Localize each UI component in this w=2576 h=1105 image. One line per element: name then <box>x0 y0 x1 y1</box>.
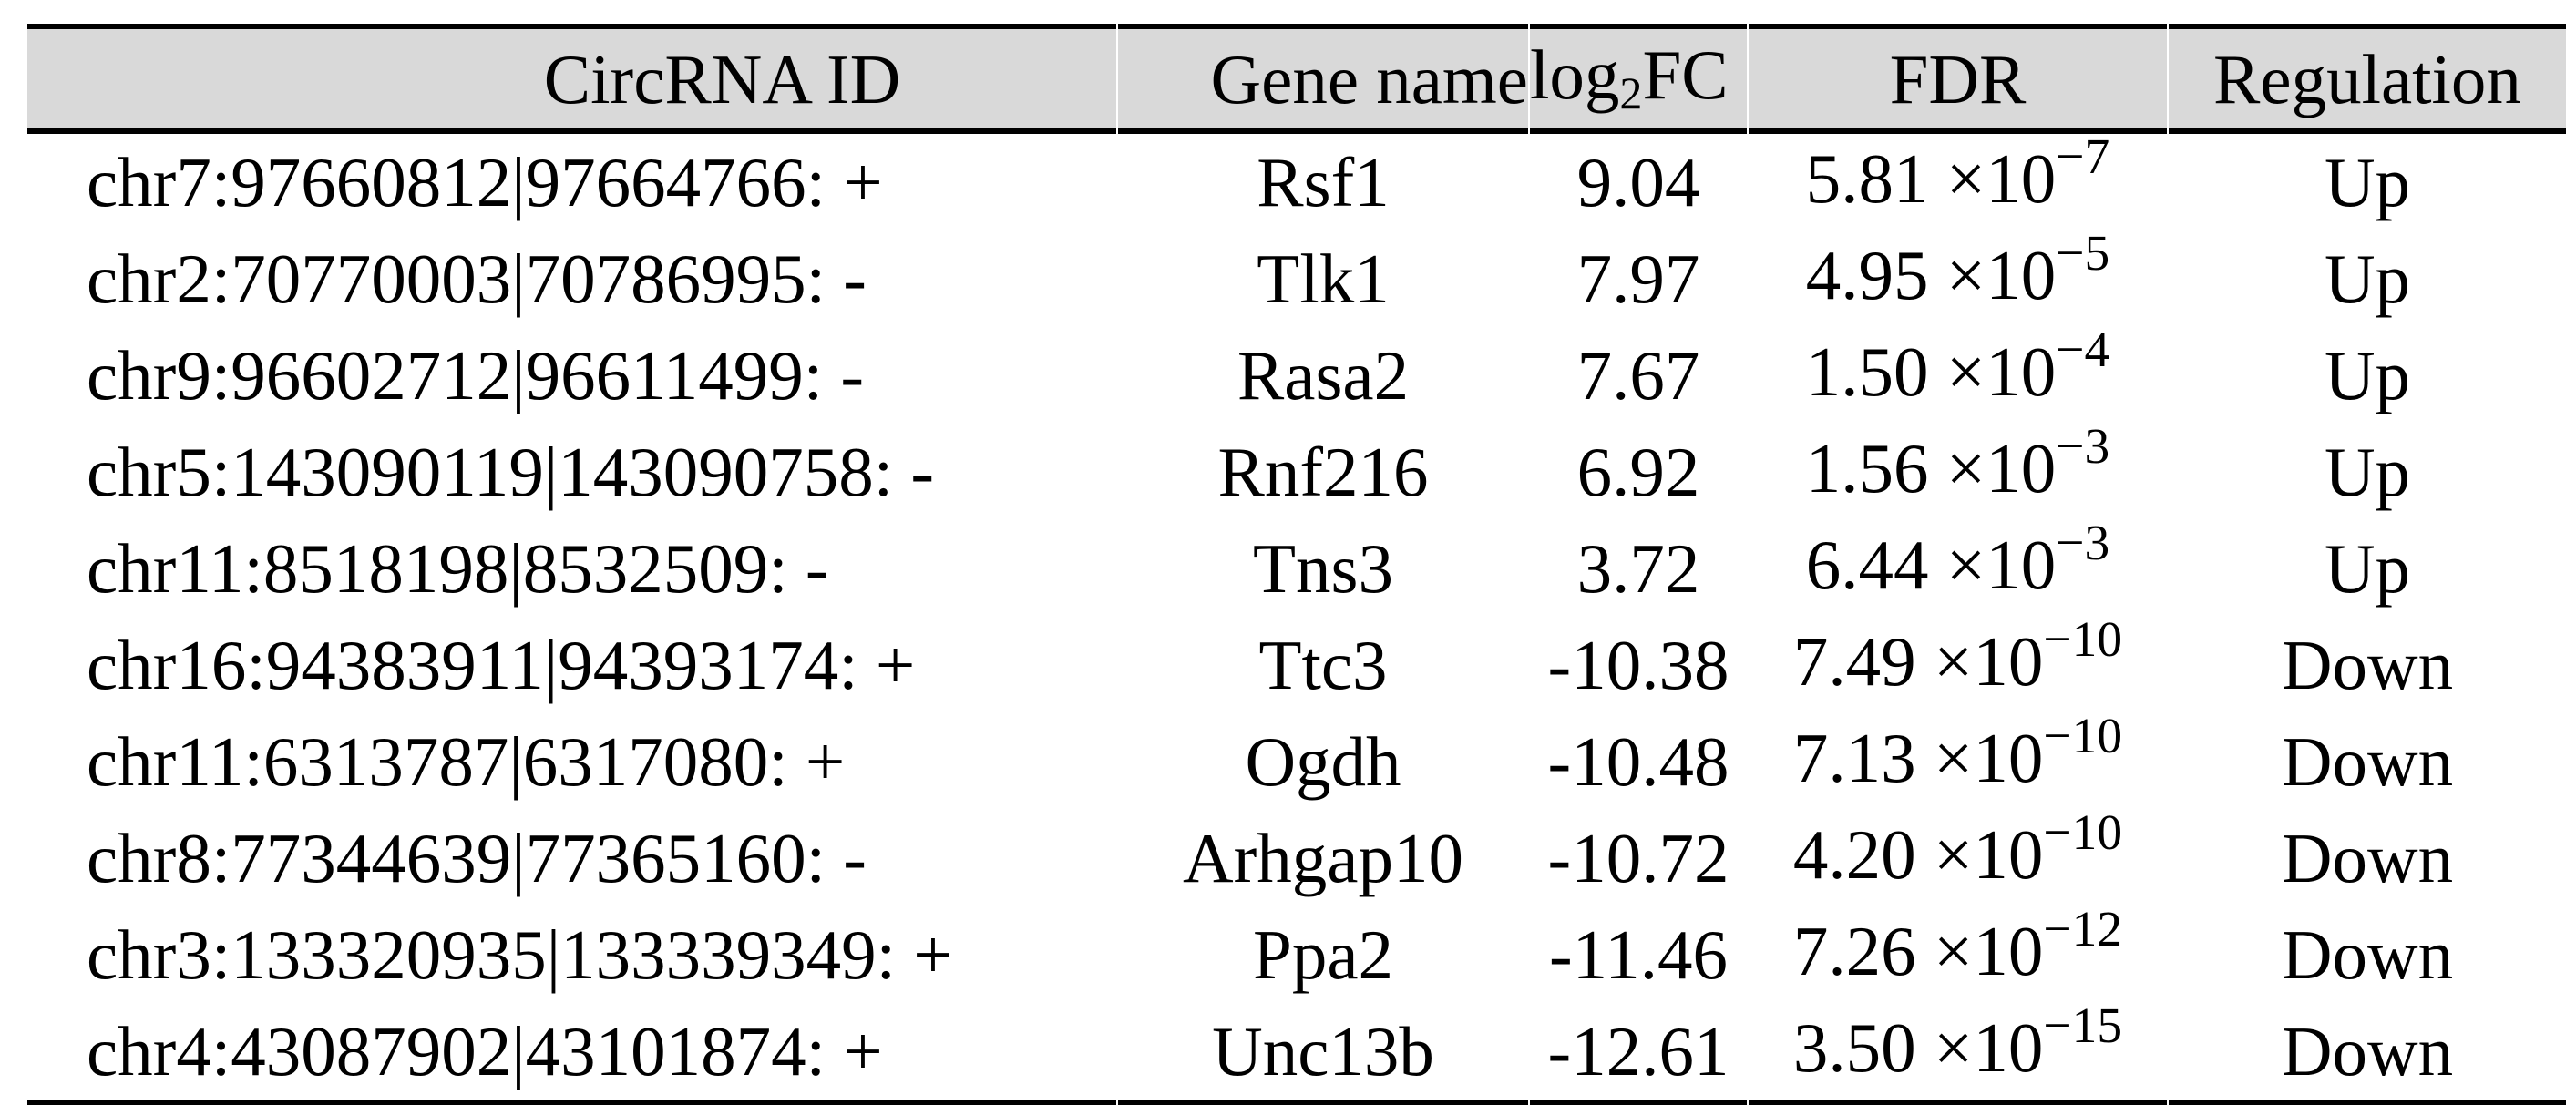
fdr-base: 1.56 ×10 <box>1805 429 2057 507</box>
log2fc-cell: 7.97 <box>1576 239 1700 318</box>
table-row: chr4:43087902|43101874: + Unc13b -12.61 … <box>27 998 2566 1105</box>
regulation-cell: Down <box>2281 915 2454 994</box>
fdr-base: 4.95 ×10 <box>1805 236 2057 314</box>
regulation-cell: Down <box>2169 1003 2566 1105</box>
log2fc-cell: -11.46 <box>1548 915 1729 994</box>
table-row: chr2:70770003|70786995: - Tlk1 7.97 4.95… <box>27 225 2566 327</box>
log2fc-cell: 3.72 <box>1576 528 1700 608</box>
table-row: chr11:8518198|8532509: - Tns3 3.72 6.44 … <box>27 515 2566 617</box>
log2fc-cell: 9.04 <box>1576 142 1700 221</box>
fdr-cell: 7.49 ×10−10 <box>1749 611 2167 713</box>
fdr-base: 7.49 ×10 <box>1792 622 2044 701</box>
circrna-id-cell: chr11:8518198|8532509: - <box>87 528 829 608</box>
gene-name-cell: Ttc3 <box>1258 625 1388 704</box>
fdr-base: 7.13 ×10 <box>1792 719 2044 797</box>
log2fc-cell: 7.67 <box>1576 335 1700 414</box>
col-header-circrna-id: CircRNA ID <box>27 24 1116 134</box>
col-header-fdr: FDR <box>1749 24 2167 134</box>
gene-name-cell: Tlk1 <box>1257 239 1390 318</box>
fdr-exponent: −10 <box>2043 610 2123 667</box>
table-row: chr5:143090119|143090758: - Rnf216 6.92 … <box>27 418 2566 520</box>
circrna-id-cell: chr2:70770003|70786995: - <box>87 239 867 318</box>
regulation-cell: Down <box>2281 721 2454 801</box>
fdr-exponent: −10 <box>2043 707 2123 763</box>
table-row: chr16:94383911|94393174: + Ttc3 -10.38 7… <box>27 611 2566 713</box>
fdr-exponent: −10 <box>2043 803 2123 860</box>
fdr-exponent: −3 <box>2056 514 2110 570</box>
regulation-cell: Down <box>2281 818 2454 897</box>
gene-name-cell: Ogdh <box>1245 721 1401 801</box>
fdr-cell: 3.50 ×10−15 <box>1749 998 2167 1105</box>
log2fc-prefix: log <box>1530 36 1620 114</box>
fdr-base: 1.50 ×10 <box>1805 333 2057 411</box>
log2fc-cell: -12.61 <box>1530 1003 1747 1105</box>
regulation-cell: Down <box>2281 625 2454 704</box>
circrna-id-cell: chr7:97660812|97664766: + <box>87 142 883 221</box>
fdr-base: 3.50 ×10 <box>1792 1008 2044 1087</box>
log2fc-cell: 6.92 <box>1576 432 1700 511</box>
fdr-base: 4.20 ×10 <box>1792 815 2044 894</box>
col-header-log2fc: log2FC <box>1530 24 1747 134</box>
page: CircRNA ID Gene name log2FC FDR Regulati… <box>27 24 2566 1105</box>
regulation-cell: Up <box>2324 142 2411 221</box>
fdr-cell: 4.95 ×10−5 <box>1749 225 2167 327</box>
log2fc-cell: -10.48 <box>1547 721 1729 801</box>
circrna-id-cell: chr4:43087902|43101874: + <box>27 1003 1116 1105</box>
log2fc-suffix: FC <box>1642 36 1729 114</box>
log2fc-cell: -10.38 <box>1547 625 1729 704</box>
circrna-id-cell: chr5:143090119|143090758: - <box>87 432 935 511</box>
circrna-id-cell: chr8:77344639|77365160: - <box>87 818 867 897</box>
gene-name-cell: Rnf216 <box>1217 432 1429 511</box>
log2fc-cell: -10.72 <box>1547 818 1729 897</box>
circrna-id-cell: chr9:96602712|96611499: - <box>87 335 865 414</box>
fdr-exponent: −5 <box>2056 224 2110 281</box>
col-header-gene-name: Gene name <box>1118 24 1528 134</box>
fdr-exponent: −3 <box>2056 417 2110 474</box>
table-row: chr8:77344639|77365160: - Arhgap10 -10.7… <box>27 804 2566 906</box>
regulation-cell: Up <box>2324 528 2411 608</box>
fdr-exponent: −7 <box>2056 128 2110 184</box>
header-row: CircRNA ID Gene name log2FC FDR Regulati… <box>27 24 2566 134</box>
gene-name-cell: Ppa2 <box>1253 915 1393 994</box>
fdr-cell: 7.13 ×10−10 <box>1749 708 2167 810</box>
circrna-id-cell: chr3:133320935|133339349: + <box>87 915 953 994</box>
regulation-cell: Up <box>2324 335 2411 414</box>
log2fc-subscript: 2 <box>1619 67 1643 118</box>
gene-name-cell: Unc13b <box>1118 1003 1528 1105</box>
fdr-base: 7.26 ×10 <box>1792 912 2044 990</box>
fdr-base: 6.44 ×10 <box>1805 526 2057 604</box>
table-row: chr11:6313787|6317080: + Ogdh -10.48 7.1… <box>27 708 2566 810</box>
circrna-id-cell: chr16:94383911|94393174: + <box>87 625 916 704</box>
gene-name-cell: Arhgap10 <box>1183 818 1463 897</box>
fdr-base: 5.81 ×10 <box>1805 139 2057 218</box>
fdr-cell: 7.26 ×10−12 <box>1749 901 2167 1003</box>
gene-name-cell: Rasa2 <box>1237 335 1410 414</box>
fdr-cell: 1.56 ×10−3 <box>1749 418 2167 520</box>
fdr-exponent: −12 <box>2043 900 2123 957</box>
regulation-cell: Up <box>2324 432 2411 511</box>
fdr-exponent: −4 <box>2056 321 2110 377</box>
col-header-regulation: Regulation <box>2169 24 2566 134</box>
gene-name-cell: Rsf1 <box>1257 142 1390 221</box>
table-row: chr9:96602712|96611499: - Rasa2 7.67 1.5… <box>27 322 2566 424</box>
fdr-cell: 5.81 ×10−7 <box>1749 128 2167 230</box>
fdr-exponent: −15 <box>2043 997 2123 1053</box>
regulation-cell: Up <box>2324 239 2411 318</box>
circrna-table: CircRNA ID Gene name log2FC FDR Regulati… <box>26 24 2568 1105</box>
circrna-id-cell: chr11:6313787|6317080: + <box>87 721 846 801</box>
fdr-cell: 6.44 ×10−3 <box>1749 515 2167 617</box>
table-row: chr3:133320935|133339349: + Ppa2 -11.46 … <box>27 901 2566 1003</box>
fdr-cell: 1.50 ×10−4 <box>1749 322 2167 424</box>
fdr-cell: 4.20 ×10−10 <box>1749 804 2167 906</box>
gene-name-cell: Tns3 <box>1253 528 1393 608</box>
table-row: chr7:97660812|97664766: + Rsf1 9.04 5.81… <box>27 128 2566 230</box>
